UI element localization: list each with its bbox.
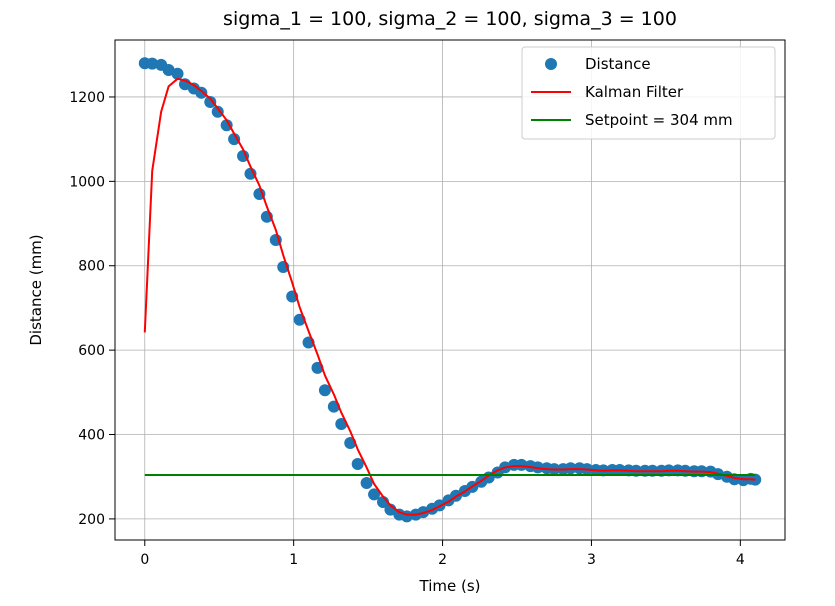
distance-point: [171, 67, 184, 80]
legend-box: [521, 46, 776, 140]
x-tick-label: 3: [587, 552, 596, 568]
legend-label-setpoint: Setpoint = 304 mm: [585, 111, 733, 129]
distance-point: [515, 458, 528, 471]
kalman-filter-line: [143, 77, 756, 516]
x-tick-label: 2: [438, 552, 447, 568]
y-tick-label: 400: [78, 428, 105, 444]
y-axis-label: Distance (mm): [27, 234, 45, 345]
x-tick-label: 0: [140, 552, 149, 568]
y-tick-label: 200: [78, 512, 105, 528]
x-tick-label: 1: [289, 552, 298, 568]
distance-point: [749, 473, 762, 486]
distance-point: [228, 133, 241, 146]
x-axis-label: Time (s): [419, 577, 481, 595]
plot-frame: [114, 39, 786, 541]
legend-label-kalman: Kalman Filter: [585, 83, 684, 101]
y-tick-label: 800: [78, 259, 105, 275]
y-tick-label: 600: [78, 343, 105, 359]
series-layer: [138, 57, 762, 523]
distance-point: [211, 105, 224, 118]
ticks: 0 1 2 3 4 200 400 600 800 1000 1200: [69, 90, 745, 568]
distance-point: [204, 96, 217, 109]
legend-marker-distance: [545, 58, 557, 70]
legend: Distance Kalman Filter Setpoint = 304 mm: [521, 46, 776, 140]
distance-point: [318, 384, 331, 397]
distance-point: [351, 458, 364, 471]
distance-point: [220, 119, 233, 132]
distance-point: [237, 150, 250, 163]
distance-point: [360, 477, 373, 490]
y-tick-label: 1200: [69, 90, 105, 106]
x-tick-label: 4: [736, 552, 745, 568]
legend-label-distance: Distance: [585, 55, 651, 73]
distance-point: [146, 57, 159, 70]
chart-title: sigma_1 = 100, sigma_2 = 100, sigma_3 = …: [223, 8, 677, 30]
distance-point: [368, 488, 381, 501]
y-tick-label: 1000: [69, 174, 105, 190]
